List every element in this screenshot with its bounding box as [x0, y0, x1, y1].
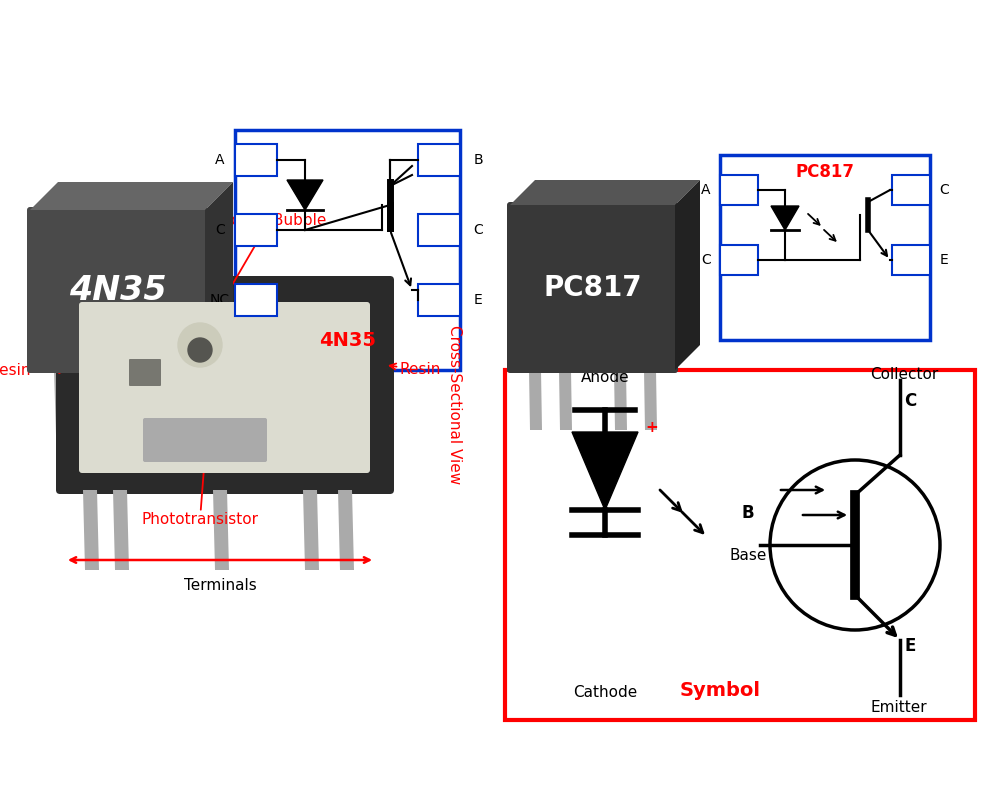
Text: 4N35: 4N35 — [69, 274, 166, 306]
Text: PC817: PC817 — [796, 163, 854, 181]
FancyBboxPatch shape — [418, 214, 460, 246]
Polygon shape — [644, 370, 657, 430]
Text: E: E — [474, 293, 482, 307]
FancyBboxPatch shape — [235, 284, 277, 316]
Polygon shape — [771, 206, 799, 230]
Text: Symbol: Symbol — [680, 681, 761, 700]
FancyBboxPatch shape — [892, 175, 930, 205]
Text: E: E — [904, 637, 916, 655]
FancyBboxPatch shape — [505, 370, 975, 720]
Text: B: B — [742, 504, 754, 522]
FancyBboxPatch shape — [235, 130, 460, 370]
Polygon shape — [614, 370, 627, 430]
Polygon shape — [510, 180, 700, 205]
Text: E: E — [940, 253, 948, 267]
Text: Anode: Anode — [581, 370, 629, 385]
Text: C: C — [215, 223, 225, 237]
FancyBboxPatch shape — [720, 175, 758, 205]
Text: 4: 4 — [907, 183, 915, 197]
Text: C: C — [939, 183, 949, 197]
FancyBboxPatch shape — [143, 418, 267, 462]
Text: Emitter: Emitter — [870, 700, 927, 715]
FancyBboxPatch shape — [418, 284, 460, 316]
FancyBboxPatch shape — [79, 302, 370, 473]
Polygon shape — [205, 182, 233, 370]
Text: Base: Base — [729, 548, 767, 563]
FancyBboxPatch shape — [56, 276, 394, 494]
Polygon shape — [89, 370, 103, 435]
Polygon shape — [287, 180, 323, 210]
Polygon shape — [338, 490, 354, 570]
FancyBboxPatch shape — [507, 202, 678, 373]
Polygon shape — [154, 370, 168, 435]
Text: 5: 5 — [435, 223, 443, 237]
FancyBboxPatch shape — [235, 144, 277, 176]
Polygon shape — [675, 180, 700, 370]
Text: B: B — [473, 153, 483, 167]
Text: C: C — [473, 223, 483, 237]
Text: Cathode: Cathode — [573, 685, 637, 700]
Text: NC: NC — [210, 293, 230, 307]
Polygon shape — [572, 432, 638, 510]
Text: 4N35: 4N35 — [319, 331, 376, 350]
Text: Phototransistor: Phototransistor — [142, 460, 258, 527]
Polygon shape — [124, 370, 138, 435]
Text: Epoxy Resin: Epoxy Resin — [0, 362, 65, 378]
Text: Terminals: Terminals — [184, 578, 256, 593]
Text: 2: 2 — [252, 223, 260, 237]
Text: 2: 2 — [735, 253, 743, 267]
Polygon shape — [54, 370, 68, 435]
Text: Optical Bubble: Optical Bubble — [202, 213, 326, 336]
Text: Cross-Sectional View: Cross-Sectional View — [448, 326, 462, 485]
FancyBboxPatch shape — [27, 207, 208, 373]
Text: A: A — [215, 153, 225, 167]
FancyBboxPatch shape — [720, 245, 758, 275]
Text: C: C — [701, 253, 711, 267]
Circle shape — [178, 323, 222, 367]
FancyBboxPatch shape — [235, 214, 277, 246]
FancyBboxPatch shape — [418, 144, 460, 176]
Polygon shape — [213, 490, 229, 570]
Text: 3: 3 — [252, 293, 260, 307]
Text: 6: 6 — [435, 153, 443, 167]
Polygon shape — [113, 490, 129, 570]
Text: 4: 4 — [435, 293, 443, 307]
Polygon shape — [119, 370, 133, 435]
Text: C: C — [904, 392, 916, 410]
Polygon shape — [529, 370, 542, 430]
Text: Resin: Resin — [390, 362, 441, 378]
FancyBboxPatch shape — [129, 359, 161, 386]
Polygon shape — [83, 490, 99, 570]
Polygon shape — [303, 490, 319, 570]
Text: 3: 3 — [907, 253, 915, 267]
Circle shape — [188, 338, 212, 362]
FancyBboxPatch shape — [720, 155, 930, 340]
Text: Collector: Collector — [870, 367, 938, 382]
Text: 1: 1 — [735, 183, 743, 197]
Polygon shape — [30, 182, 233, 210]
Polygon shape — [559, 370, 572, 430]
Text: LED: LED — [150, 213, 180, 350]
Text: A: A — [701, 183, 711, 197]
Polygon shape — [189, 370, 203, 435]
Text: 1: 1 — [252, 153, 260, 167]
Text: PC817: PC817 — [543, 274, 642, 302]
FancyBboxPatch shape — [892, 245, 930, 275]
Text: +: + — [645, 421, 658, 435]
